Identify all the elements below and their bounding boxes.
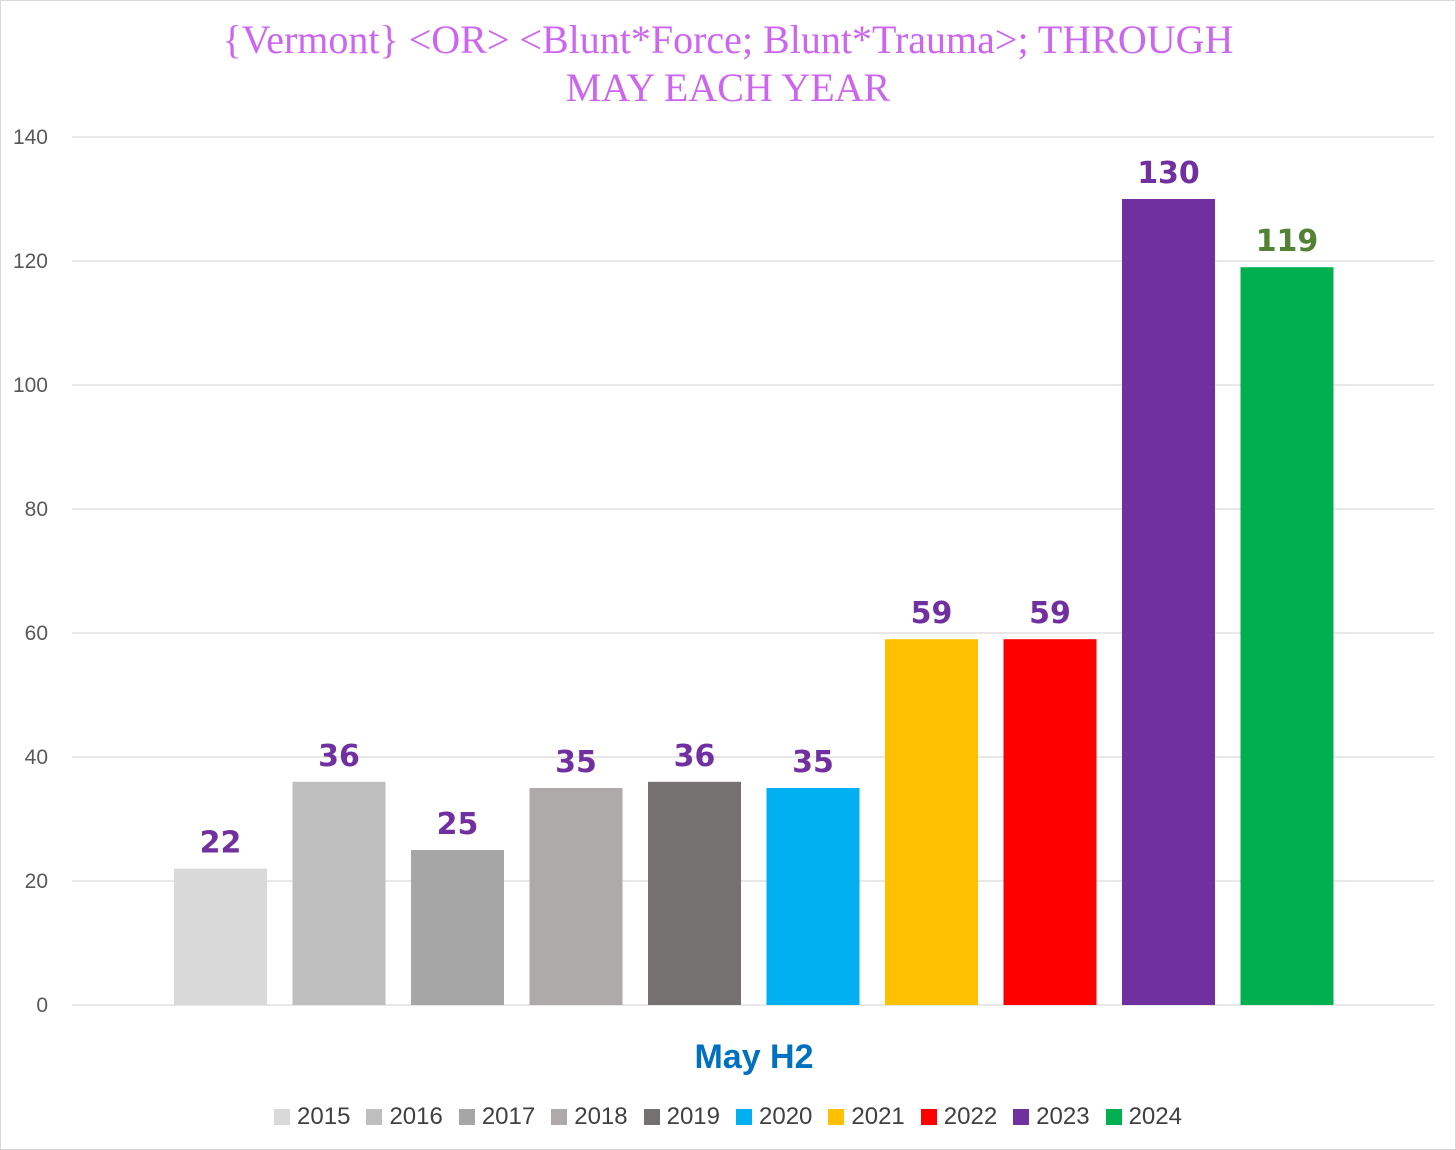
x-axis-category-label: May H2 xyxy=(694,1038,814,1076)
data-label-2020: 35 xyxy=(792,745,834,780)
data-label-2022: 59 xyxy=(1029,596,1071,631)
data-label-2016: 36 xyxy=(318,739,360,774)
bar-2020 xyxy=(766,788,860,1005)
chart-title: {Vermont} <OR> <Blunt*Force; Blunt*Traum… xyxy=(0,16,1456,112)
legend-item-2019: 2019 xyxy=(643,1103,720,1131)
bar-2021 xyxy=(885,639,978,1005)
legend-item-2023: 2023 xyxy=(1013,1103,1090,1131)
bar-2019 xyxy=(648,781,741,1005)
legend-item-2017: 2017 xyxy=(458,1103,536,1131)
y-tick-label: 100 xyxy=(13,374,48,397)
y-tick-label: 140 xyxy=(13,126,48,149)
legend-swatch xyxy=(274,1109,291,1125)
bar-2023 xyxy=(1122,199,1215,1005)
legend-swatch xyxy=(1105,1109,1122,1125)
bar-2016 xyxy=(292,781,386,1005)
legend-swatch xyxy=(551,1109,568,1125)
legend-item-2015: 2015 xyxy=(274,1103,350,1131)
legend-swatch xyxy=(736,1109,752,1125)
y-tick-label: 40 xyxy=(25,746,48,769)
legend-item-2016: 2016 xyxy=(366,1103,443,1131)
legend-label: 2024 xyxy=(1128,1103,1182,1130)
legend-label: 2020 xyxy=(759,1103,813,1130)
legend-swatch xyxy=(366,1109,383,1125)
legend-label: 2023 xyxy=(1036,1103,1090,1130)
bar-2018 xyxy=(529,788,623,1005)
bars xyxy=(174,199,1334,1005)
legend-swatch xyxy=(643,1109,660,1125)
legend-item-2021: 2021 xyxy=(828,1103,905,1131)
y-tick-label: 80 xyxy=(25,498,48,521)
legend-swatch xyxy=(1013,1109,1030,1125)
legend-item-2020: 2020 xyxy=(736,1103,812,1131)
bar-2017 xyxy=(411,850,504,1005)
legend-label: 2017 xyxy=(481,1103,536,1130)
legend-swatch xyxy=(458,1109,475,1125)
data-label-2023: 130 xyxy=(1137,156,1200,191)
data-label-2015: 22 xyxy=(200,826,242,861)
data-label-2021: 59 xyxy=(911,596,953,631)
data-labels: 22 36 25 35 36 35 59 59 130 119 xyxy=(200,156,1319,861)
legend-label: 2018 xyxy=(574,1103,628,1130)
y-tick-label: 120 xyxy=(13,250,48,273)
bar-2022 xyxy=(1003,639,1097,1005)
data-label-2017: 25 xyxy=(437,807,479,842)
y-tick-label: 0 xyxy=(36,994,48,1017)
legend-label: 2015 xyxy=(297,1103,351,1130)
y-axis-tick-labels: 0 20 40 60 80 100 120 140 xyxy=(13,126,48,1017)
legend-label: 2019 xyxy=(666,1103,720,1130)
chart-title-line-2: MAY EACH YEAR xyxy=(565,65,891,110)
data-label-2018: 35 xyxy=(555,745,597,780)
legend-label: 2016 xyxy=(389,1103,443,1130)
data-label-2024: 119 xyxy=(1256,224,1319,259)
legend-item-2024: 2024 xyxy=(1105,1103,1182,1131)
y-tick-label: 60 xyxy=(25,622,48,645)
gridlines xyxy=(72,136,1434,1006)
data-label-2019: 36 xyxy=(674,739,716,774)
legend: 2015 2016 2017 2018 2019 2020 2021 2022 2023 2024 xyxy=(0,1100,1456,1134)
y-tick-label: 20 xyxy=(25,870,48,893)
legend-swatch xyxy=(920,1109,937,1125)
legend-item-2018: 2018 xyxy=(551,1103,628,1131)
bar-2024 xyxy=(1240,267,1334,1005)
legend-label: 2022 xyxy=(943,1103,998,1130)
legend-swatch xyxy=(828,1109,845,1125)
chart-title-line-1: {Vermont} <OR> <Blunt*Force; Blunt*Traum… xyxy=(222,17,1234,62)
legend-label: 2021 xyxy=(851,1103,905,1130)
bar-2015 xyxy=(174,868,267,1005)
legend-item-2022: 2022 xyxy=(920,1103,998,1131)
